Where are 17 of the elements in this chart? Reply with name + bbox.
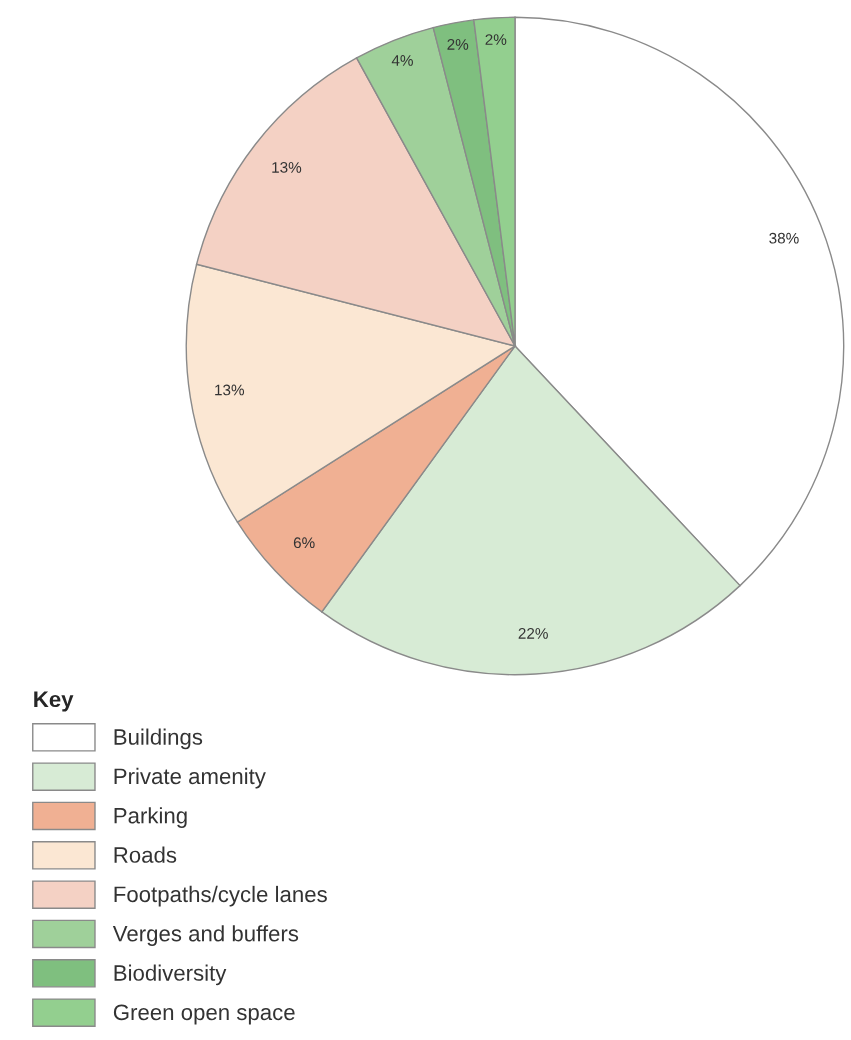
legend-label: Roads xyxy=(114,846,177,863)
data-label: 13% xyxy=(272,161,302,173)
legend-label: Buildings xyxy=(114,728,203,750)
legend-label: Biodiversity xyxy=(114,964,227,986)
data-label: 2% xyxy=(447,38,469,50)
data-label: 13% xyxy=(215,384,245,396)
legend-label: Footpaths/cycle lanes xyxy=(114,885,327,907)
legend-title: Key xyxy=(34,691,74,712)
data-label: 38% xyxy=(769,232,799,244)
data-label: 6% xyxy=(293,537,315,549)
data-label: 22% xyxy=(518,627,548,639)
legend-label: Green open space xyxy=(113,1004,295,1025)
legend-label: Verges and buffers xyxy=(112,925,299,946)
legend-label: Parking xyxy=(114,807,187,828)
data-label: 2% xyxy=(485,34,507,45)
legend-label: Private amenity xyxy=(114,767,266,789)
data-label: 4% xyxy=(391,55,413,66)
